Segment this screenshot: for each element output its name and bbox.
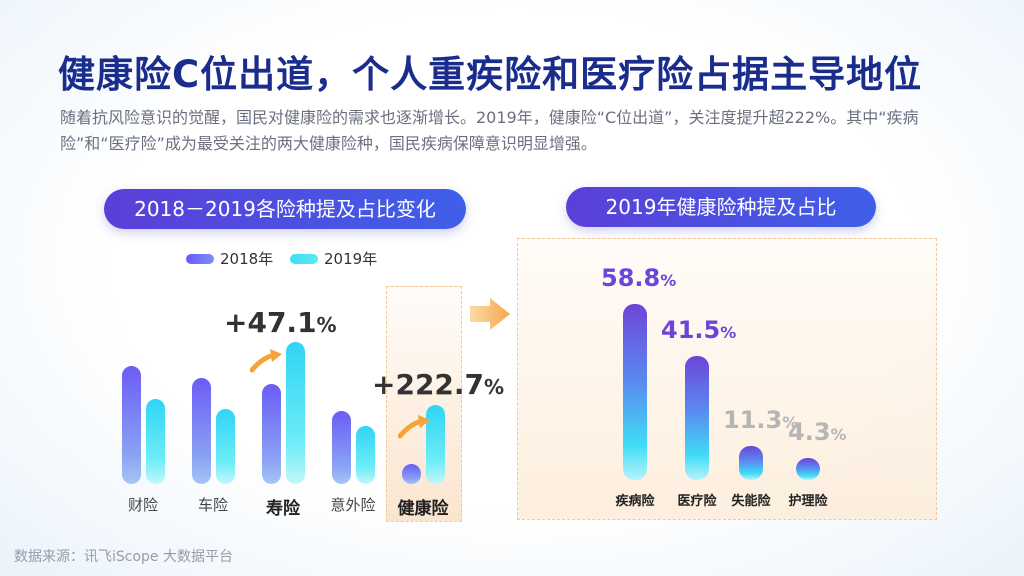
- health-bar-2: [739, 446, 763, 480]
- health-category-label-0: 疾病险: [615, 494, 655, 509]
- left-chart-title-pill: 2018－2019各险种提及占比变化: [104, 189, 466, 229]
- health-pct-value-2: 11.3: [723, 406, 783, 435]
- growth-label-shouxian: +47.1%: [224, 306, 337, 339]
- growth-label-jiankang: +222.7%: [372, 368, 504, 401]
- health-category-label-2: 失能险: [731, 494, 771, 509]
- bar-2019-4: [426, 405, 445, 484]
- health-pct-value-0: 58.8: [601, 263, 661, 292]
- page-subtitle: 随着抗风险意识的觉醒，国民对健康险的需求也逐渐增长。2019年，健康险“C位出道…: [60, 108, 919, 153]
- legend-2018-swatch: [186, 253, 214, 264]
- bar-2018-2: [262, 384, 281, 484]
- health-pct-value-1: 41.5: [661, 315, 721, 344]
- bar-2019-1: [216, 409, 235, 484]
- health-pct-unit-2: %: [782, 413, 799, 433]
- category-label-4: 健康险: [397, 499, 449, 519]
- category-label-3: 意外险: [330, 496, 376, 514]
- bar-2018-3: [332, 411, 351, 484]
- category-label-2: 寿险: [266, 499, 300, 519]
- health-pct-unit-3: %: [830, 425, 847, 444]
- health-pct-label-3: 4.3%: [788, 418, 847, 446]
- legend-2019: 2019年: [290, 248, 377, 269]
- right-chart-panel: [517, 238, 937, 520]
- growth-arrow-icon: [398, 415, 430, 439]
- growth-arrow-icon: [250, 349, 282, 373]
- health-pct-unit-1: %: [720, 322, 737, 342]
- category-label-0: 财险: [127, 496, 158, 514]
- growth-shouxian-value: +47.1: [224, 306, 317, 339]
- health-pct-value-3: 4.3: [788, 418, 831, 446]
- health-bar-1: [685, 355, 709, 480]
- health-category-label-1: 医疗险: [677, 494, 717, 509]
- health-pct-label-1: 41.5%: [661, 316, 736, 344]
- page-title: 健康险C位出道，个人重疾险和医疗险占据主导地位: [58, 53, 923, 96]
- bar-2018-1: [192, 378, 211, 484]
- legend-2018: 2018年: [186, 248, 273, 269]
- health-pct-unit-0: %: [660, 270, 677, 290]
- category-label-1: 车险: [197, 496, 228, 514]
- health-category-label-3: 护理险: [788, 494, 828, 509]
- bar-2019-3: [356, 426, 375, 484]
- bar-2018-4: [402, 464, 421, 484]
- legend-2019-label: 2019年: [324, 250, 378, 268]
- data-source: 数据来源：讯飞iScope 大数据平台: [14, 549, 233, 565]
- bar-2019-0: [146, 399, 165, 484]
- growth-jiankang-value: +222.7: [372, 368, 485, 401]
- health-bar-3: [796, 458, 820, 480]
- bar-2018-0: [122, 366, 141, 484]
- health-pct-label-2: 11.3%: [723, 406, 798, 434]
- growth-shouxian-unit: %: [316, 313, 337, 337]
- legend-2019-swatch: [290, 253, 318, 264]
- health-highlight-box: [386, 286, 462, 522]
- health-pct-label-0: 58.8%: [601, 264, 676, 292]
- right-chart-title-pill: 2019年健康险种提及占比: [566, 187, 876, 227]
- health-bar-0: [623, 303, 647, 480]
- legend-2018-label: 2018年: [220, 250, 274, 268]
- growth-jiankang-unit: %: [484, 375, 505, 399]
- right-arrow-icon: [470, 298, 510, 330]
- bar-2019-2: [286, 342, 305, 484]
